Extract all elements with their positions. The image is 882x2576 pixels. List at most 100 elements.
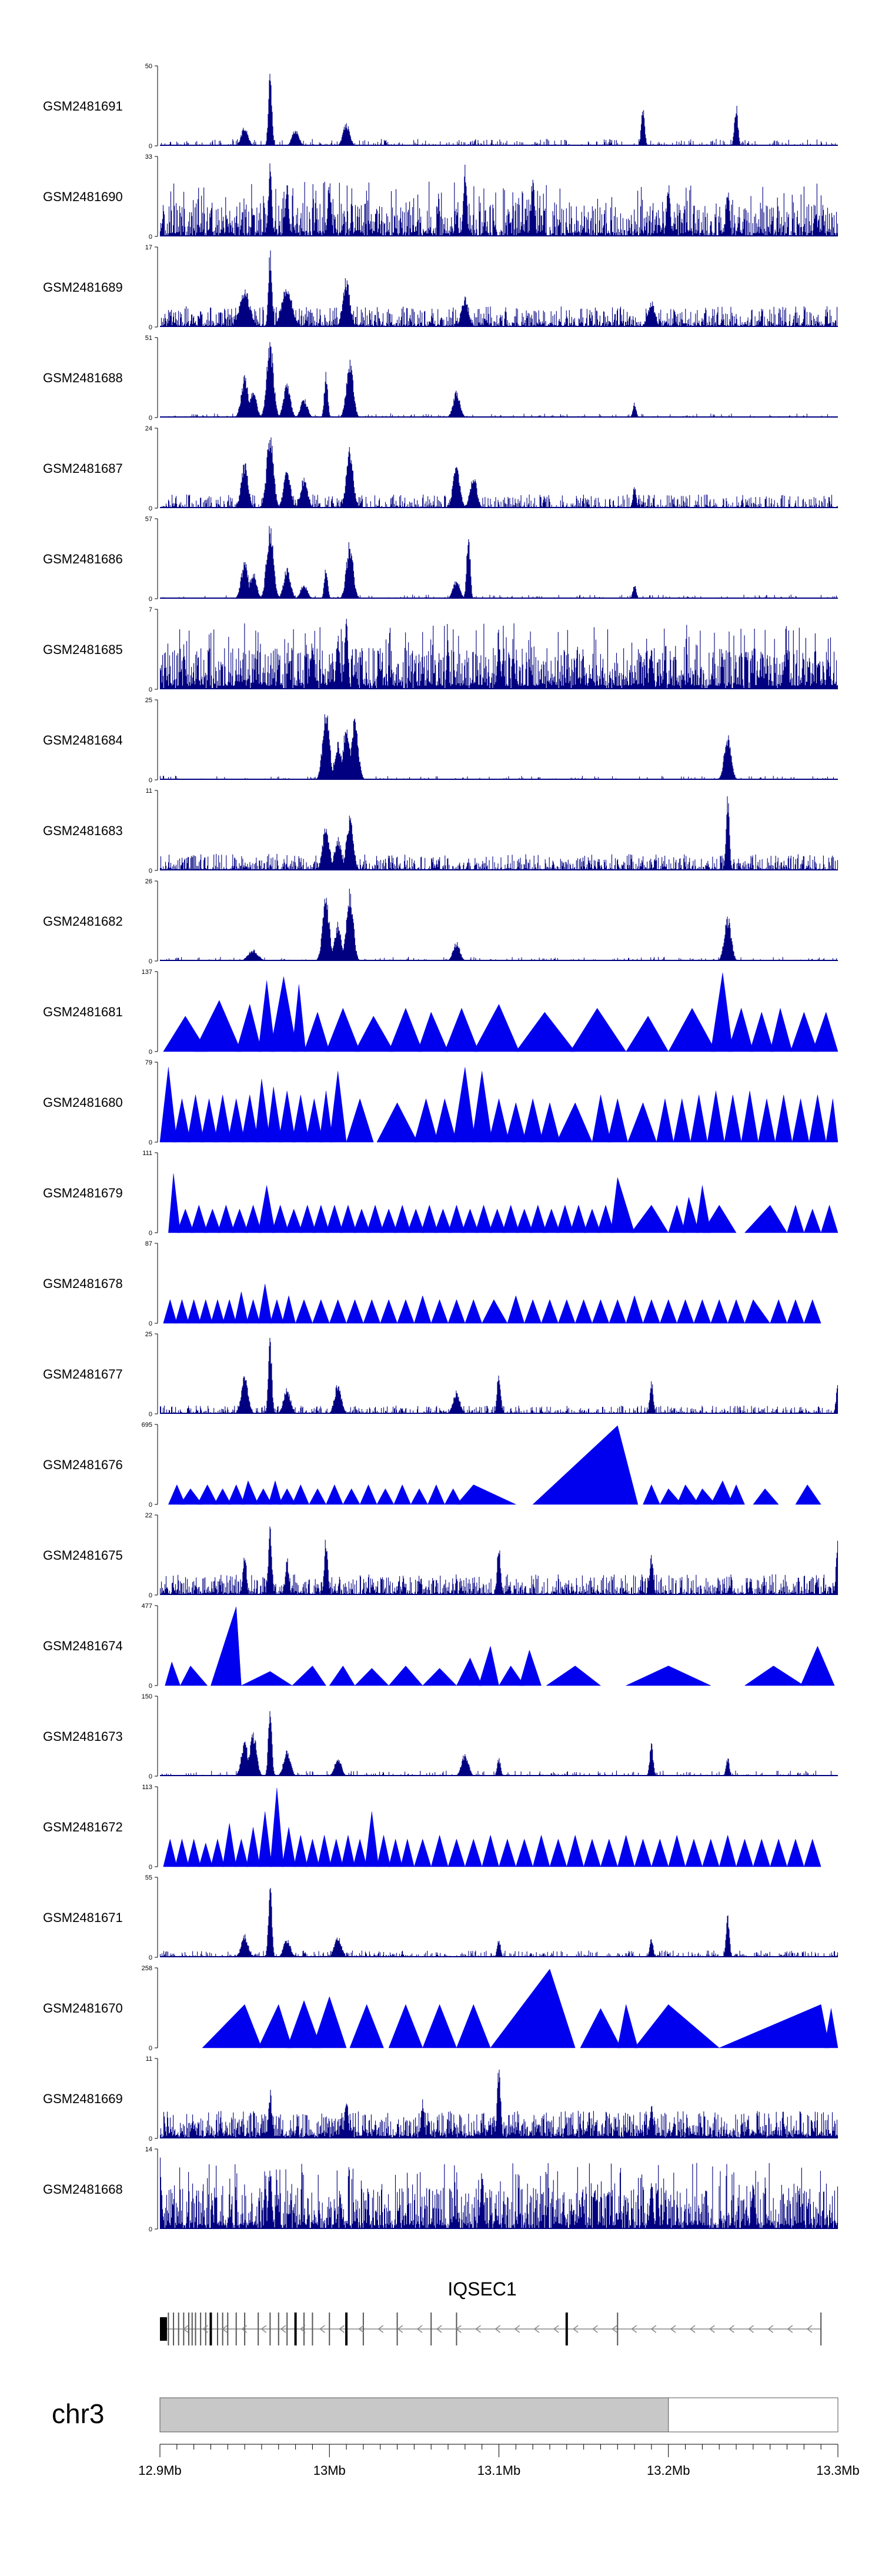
strand-arrow — [319, 2325, 325, 2333]
x-tick-label: 13.1Mb — [477, 2463, 520, 2478]
signal-triangle — [246, 1299, 260, 1324]
ymin-label: 0 — [149, 596, 152, 603]
signal-triangle — [610, 1177, 635, 1233]
signal-triangle — [339, 1204, 357, 1233]
signal-triangle — [643, 1484, 660, 1505]
signal-triangle — [707, 1090, 725, 1143]
ymin-label: 0 — [149, 1954, 152, 1961]
signal-triangle — [241, 1671, 293, 1686]
gene-exon — [617, 2313, 619, 2345]
gene-exon — [168, 2313, 169, 2345]
strand-arrow — [709, 2325, 715, 2333]
x-tick-label: 13Mb — [313, 2463, 346, 2478]
signal-triangle — [753, 1838, 771, 1867]
signal-triangle — [668, 1007, 716, 1052]
ymin-label: 0 — [149, 1049, 152, 1056]
signal-triangle — [505, 1102, 526, 1143]
signal-triangle — [163, 1839, 178, 1867]
strand-arrow — [241, 2325, 248, 2333]
ymax-label: 137 — [142, 969, 152, 976]
signal-triangle — [268, 1480, 282, 1505]
ymin-label: 0 — [149, 1501, 152, 1509]
signal-triangle — [430, 1299, 449, 1324]
ymax-label: 22 — [145, 1512, 152, 1519]
signal-triangle — [719, 2004, 830, 2048]
signal-triangle — [592, 1299, 610, 1324]
signal-triangle — [388, 1839, 403, 1867]
signal-triangle — [295, 1299, 313, 1324]
track-label: GSM2481690 — [43, 189, 123, 204]
ymin-label: 0 — [149, 777, 152, 784]
signal-triangle — [478, 1646, 499, 1686]
gene-exon — [329, 2313, 330, 2345]
signal-triangle — [292, 1484, 310, 1505]
signal-triangle — [461, 1209, 479, 1233]
ymin-label: 0 — [149, 2045, 152, 2052]
signal-triangle — [422, 1668, 457, 1686]
signal-triangle — [317, 1835, 332, 1867]
signal-triangle — [305, 1099, 323, 1143]
signal-triangle — [592, 1095, 612, 1143]
signal-triangle — [626, 1295, 643, 1324]
signal-triangle — [163, 1299, 178, 1324]
track-label: GSM2481681 — [43, 1005, 123, 1019]
gene-exon — [312, 2313, 313, 2345]
track-label: GSM2481669 — [43, 2091, 123, 2106]
signal-triangle — [165, 1661, 181, 1686]
signal-triangle — [326, 1007, 360, 1052]
ymin-label: 0 — [149, 1320, 152, 1327]
track-GSM2481686: GSM2481686 57 0 — [43, 516, 838, 603]
track-label: GSM2481680 — [43, 1095, 123, 1110]
signal-triangle — [447, 1838, 466, 1867]
ymin-label: 0 — [149, 143, 152, 150]
track-GSM2481683: GSM2481683 11 0 — [43, 788, 838, 875]
signal-triangle — [529, 1204, 547, 1233]
strand-arrow — [767, 2325, 774, 2333]
signal-triangle — [213, 1095, 232, 1143]
gene-exon — [217, 2313, 219, 2345]
ymax-label: 11 — [146, 788, 152, 795]
track-GSM2481672: GSM2481672 113 0 — [43, 1784, 821, 1871]
signal-triangle — [543, 1209, 560, 1233]
signal-triangle — [447, 1204, 466, 1233]
signal-triangle — [349, 2004, 384, 2048]
chromosome-track: chr3 12.9Mb 13Mb 13.1Mb 13.2Mb 13.3Mb — [52, 2397, 860, 2478]
signal-triangle — [234, 1839, 249, 1867]
signal-triangle — [222, 1823, 237, 1867]
strand-arrow — [729, 2325, 734, 2333]
track-label: GSM2481673 — [43, 1729, 123, 1744]
signal-triangle — [234, 1292, 249, 1324]
signal-triangle — [180, 1488, 203, 1505]
signal-triangle — [701, 1204, 737, 1233]
signal-triangle — [617, 1834, 635, 1867]
strand-arrow — [377, 2325, 384, 2333]
signal-triangle — [359, 1484, 377, 1505]
signal-triangle — [365, 1811, 379, 1867]
track-label: GSM2481685 — [43, 642, 123, 657]
signal-triangle — [724, 1095, 741, 1143]
signal-triangle — [804, 1838, 821, 1867]
signal-triangle — [312, 1996, 347, 2048]
gene-exon — [362, 2313, 364, 2345]
signal-triangle — [246, 1827, 260, 1867]
signal-triangle — [376, 1835, 391, 1867]
signal-triangle — [417, 1012, 449, 1052]
signal-triangle — [329, 1666, 355, 1686]
gene-exon — [820, 2313, 822, 2345]
ymax-label: 24 — [145, 425, 152, 432]
ymin-label: 0 — [149, 1592, 152, 1599]
gene-exon — [188, 2313, 190, 2345]
strand-arrow — [222, 2325, 228, 2333]
strand-arrow — [339, 2325, 345, 2333]
ymin-label: 0 — [149, 1683, 152, 1690]
track-GSM2481673: GSM2481673 150 0 — [43, 1693, 838, 1780]
signal-triangle — [626, 1016, 669, 1052]
signal-triangle — [355, 1016, 395, 1052]
signal-triangle — [241, 1480, 259, 1505]
signal-triangle — [507, 1295, 525, 1324]
chromosome-label: chr3 — [52, 2398, 104, 2429]
signal-bars — [159, 714, 838, 780]
strand-arrow — [202, 2325, 208, 2333]
track-label: GSM2481672 — [43, 1820, 123, 1834]
signal-triangle — [651, 1838, 669, 1867]
